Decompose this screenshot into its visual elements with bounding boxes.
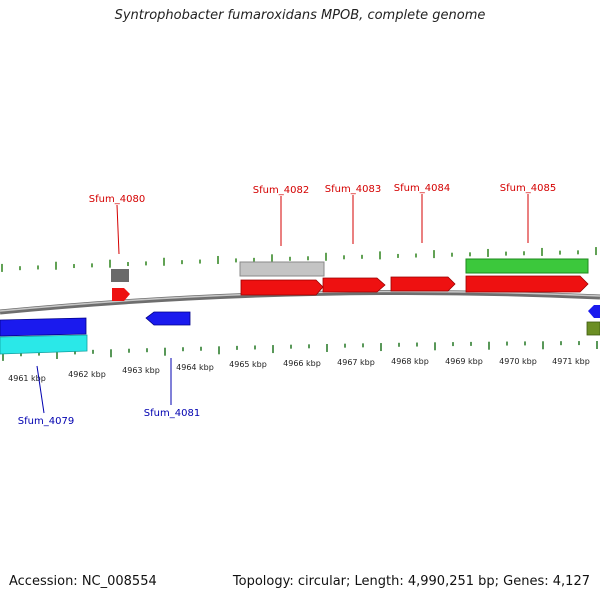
feature-gray-long[interactable] (239, 261, 325, 277)
upper-tick-ring (1, 247, 597, 272)
scale-label-4969: 4969 kbp (445, 357, 483, 366)
feature-olive[interactable] (586, 321, 600, 336)
leader-line-sfum-4080 (116, 204, 120, 255)
gene-label-sfum-4079[interactable]: Sfum_4079 (18, 416, 74, 427)
gene-arrow-sfum-4080[interactable] (112, 288, 130, 301)
genome-summary-text: Topology: circular; Length: 4,990,251 bp… (232, 574, 590, 589)
scale-label-4962: 4962 kbp (68, 370, 106, 379)
accession-text: Accession: NC_008554 (9, 574, 157, 589)
scale-label-4961: 4961 kbp (8, 374, 46, 383)
gene-label-sfum-4085[interactable]: Sfum_4085 (500, 183, 556, 194)
map-title: Syntrophobacter fumaroxidans MPOB, compl… (114, 8, 486, 23)
feature-green[interactable] (465, 258, 589, 274)
feature-gray-small[interactable] (111, 269, 129, 282)
gene-label-sfum-4084[interactable]: Sfum_4084 (394, 183, 450, 194)
scale-label-4971: 4971 kbp (552, 357, 590, 366)
scale-label-4965: 4965 kbp (229, 360, 267, 369)
scale-label-4967: 4967 kbp (337, 358, 375, 367)
scale-label-4970: 4970 kbp (499, 357, 537, 366)
scale-label-4963: 4963 kbp (122, 366, 160, 375)
gene-arrow-right-edge[interactable] (588, 305, 600, 318)
gene-label-sfum-4082[interactable]: Sfum_4082 (253, 185, 309, 196)
scale-label-4966: 4966 kbp (283, 359, 321, 368)
scale-label-4964: 4964 kbp (176, 363, 214, 372)
gene-label-sfum-4080[interactable]: Sfum_4080 (89, 194, 145, 205)
gene-arrow-sfum-4083[interactable] (322, 277, 386, 293)
gene-arrow-sfum-4084[interactable] (390, 276, 456, 292)
feature-cyan[interactable] (0, 334, 88, 355)
gene-arrow-sfum-4082[interactable] (240, 279, 324, 296)
gene-arrow-sfum-4081[interactable] (145, 311, 191, 326)
gene-arrow-sfum-4079[interactable] (0, 317, 87, 337)
gene-label-sfum-4081[interactable]: Sfum_4081 (144, 408, 200, 419)
scale-label-4968: 4968 kbp (391, 357, 429, 366)
gene-label-sfum-4083[interactable]: Sfum_4083 (325, 184, 381, 195)
leader-line-sfum-4079 (36, 365, 45, 414)
gene-arrow-sfum-4085[interactable] (465, 275, 589, 293)
